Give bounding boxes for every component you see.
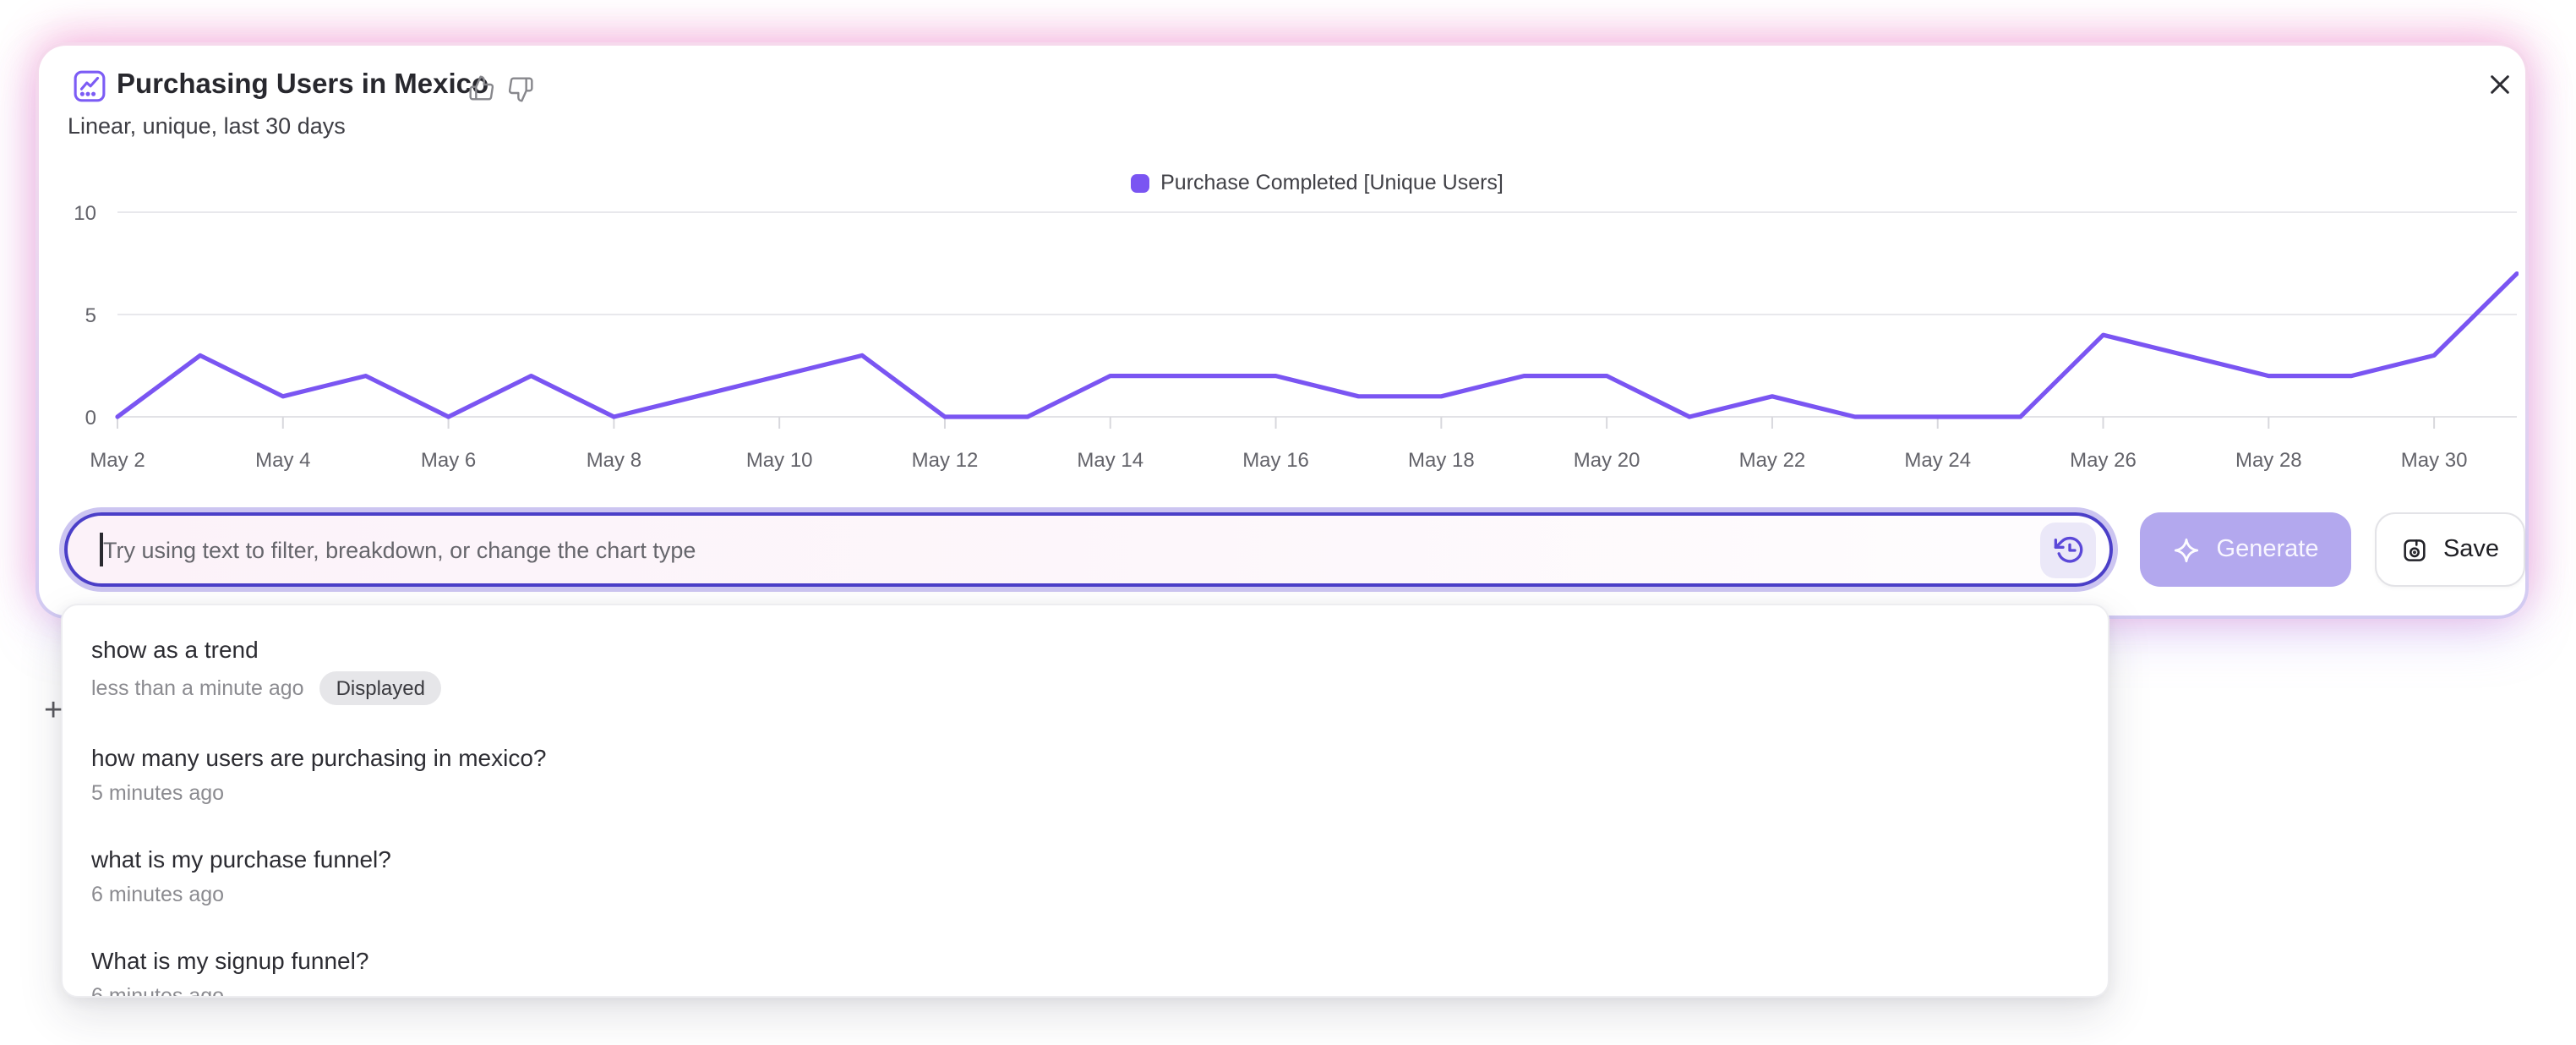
page-title: Purchasing Users in Mexico: [117, 69, 489, 100]
thumbs-up-icon[interactable]: [468, 74, 495, 101]
save-button-label: Save: [2442, 536, 2500, 563]
thumbs-down-icon[interactable]: [507, 76, 534, 103]
history-item-time: 6 minutes ago: [91, 883, 225, 906]
legend-label: Purchase Completed [Unique Users]: [1160, 171, 1504, 194]
history-item-time: less than a minute ago: [91, 676, 304, 700]
history-item-time: 5 minutes ago: [91, 781, 225, 805]
svg-text:0: 0: [85, 407, 96, 429]
history-item[interactable]: show as a trend less than a minute ago D…: [63, 616, 2108, 724]
close-button[interactable]: [2481, 66, 2519, 103]
close-icon: [2491, 75, 2509, 94]
history-dropdown: show as a trend less than a minute ago D…: [61, 604, 2109, 998]
text-caret: [100, 533, 102, 566]
svg-text:May 16: May 16: [1242, 449, 1309, 472]
svg-text:May 4: May 4: [255, 449, 310, 472]
chart-card: Purchasing Users in Mexico Linear, uniqu…: [35, 42, 2529, 619]
svg-text:May 18: May 18: [1408, 449, 1475, 472]
svg-text:May 26: May 26: [2070, 449, 2137, 472]
history-item[interactable]: What is my signup funnel? 6 minutes ago: [63, 927, 2108, 998]
svg-text:May 20: May 20: [1574, 449, 1640, 472]
chart-subtitle: Linear, unique, last 30 days: [68, 113, 346, 139]
history-item[interactable]: what is my purchase funnel? 6 minutes ag…: [63, 825, 2108, 927]
save-icon: [2404, 539, 2426, 561]
sparkle-icon: [2175, 537, 2199, 562]
svg-text:May 24: May 24: [1904, 449, 1971, 472]
svg-text:May 22: May 22: [1739, 449, 1806, 472]
svg-text:May 30: May 30: [2401, 449, 2468, 472]
svg-text:May 6: May 6: [421, 449, 476, 472]
history-button[interactable]: [2040, 522, 2096, 577]
line-chart-icon: [71, 68, 108, 105]
svg-text:May 12: May 12: [912, 449, 979, 472]
history-item-label: how many users are purchasing in mexico?: [91, 744, 547, 771]
prompt-input-wrap: [64, 512, 2113, 587]
history-item-label: show as a trend: [91, 636, 259, 663]
chart-area: Purchase Completed [Unique Users] 0 5 10 Ma…: [39, 161, 2519, 516]
svg-text:May 28: May 28: [2235, 449, 2302, 472]
history-icon: [2053, 536, 2082, 563]
chart-legend[interactable]: Purchase Completed [Unique Users]: [117, 171, 2517, 194]
svg-text:May 10: May 10: [746, 449, 813, 472]
generate-button-label: Generate: [2216, 536, 2319, 563]
save-button[interactable]: Save: [2375, 512, 2525, 587]
history-item-label: What is my signup funnel?: [91, 947, 369, 974]
history-item-time: 6 minutes ago: [91, 984, 225, 998]
svg-text:May 8: May 8: [587, 449, 641, 472]
svg-text:10: 10: [74, 202, 96, 225]
line-chart: 0 5 10 May 2 May 4 May 6 May 8 May 10 May 12 May …: [74, 202, 2519, 472]
svg-text:May 14: May 14: [1077, 449, 1143, 472]
svg-text:5: 5: [85, 304, 96, 327]
plus-marker: +: [44, 693, 63, 729]
generate-button[interactable]: Generate: [2140, 512, 2351, 587]
history-item-label: what is my purchase funnel?: [91, 845, 391, 873]
svg-text:May 2: May 2: [90, 449, 145, 472]
history-item[interactable]: how many users are purchasing in mexico?…: [63, 724, 2108, 825]
legend-swatch: [1130, 173, 1149, 192]
status-badge: Displayed: [319, 671, 442, 705]
prompt-input[interactable]: [68, 516, 2109, 583]
